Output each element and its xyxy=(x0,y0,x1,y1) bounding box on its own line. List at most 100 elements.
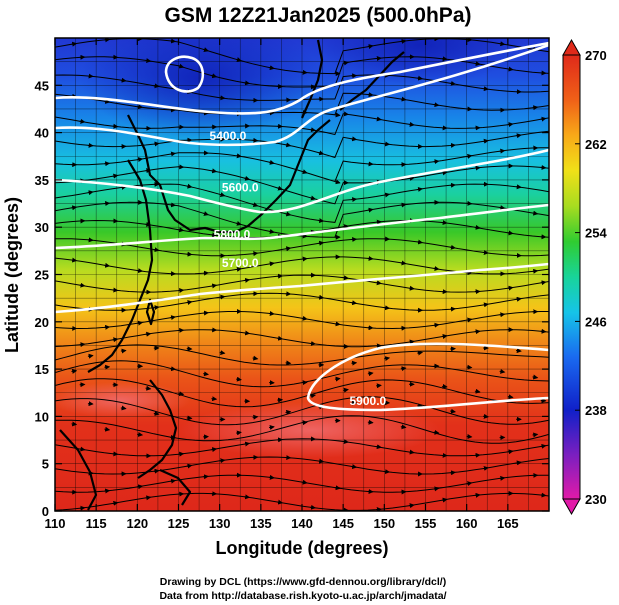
wind-arrow xyxy=(540,443,547,449)
y-tick-label: 10 xyxy=(35,409,49,424)
wind-arrow xyxy=(417,403,424,409)
wind-arrow xyxy=(400,202,407,208)
wind-arrow xyxy=(285,246,292,252)
credit-data: Data from http://database.rish.kyoto-u.a… xyxy=(159,590,446,602)
wind-arrow xyxy=(268,261,275,267)
wind-arrow xyxy=(120,405,127,411)
wind-arrow xyxy=(252,202,259,208)
wind-arrow xyxy=(466,317,473,323)
wind-arrow xyxy=(285,409,292,415)
wind-arrow xyxy=(87,190,94,196)
wind-arrow xyxy=(310,504,316,510)
wind-arrow xyxy=(351,197,358,203)
contour-5600 xyxy=(55,148,549,214)
wind-arrow xyxy=(137,320,144,326)
wind-arrow xyxy=(71,368,78,374)
wind-arrow xyxy=(334,112,341,118)
wind-arrow xyxy=(466,481,473,487)
wind-arrow xyxy=(474,329,481,335)
wind-arrow xyxy=(310,127,316,133)
x-tick-label: 155 xyxy=(415,516,437,531)
wind-arrow xyxy=(450,244,456,250)
wind-arrow xyxy=(441,220,448,226)
contour-label: 5400.0 xyxy=(210,129,247,143)
wind-arrow xyxy=(400,38,407,44)
wind-arrow xyxy=(499,205,506,211)
wind-arrow xyxy=(540,116,547,122)
coastlines xyxy=(59,39,405,511)
wind-arrow xyxy=(318,294,325,300)
wind-arrow xyxy=(318,218,325,224)
wind-arrow xyxy=(277,499,284,505)
streamline xyxy=(55,238,549,257)
wind-arrow xyxy=(408,175,415,181)
wind-arrow xyxy=(112,337,119,343)
wind-arrow xyxy=(343,60,349,66)
wind-arrow xyxy=(507,122,514,128)
wind-arrow xyxy=(71,205,78,211)
wind-arrow xyxy=(112,173,119,179)
wind-arrow xyxy=(244,175,251,181)
wind-arrow xyxy=(367,44,374,49)
wind-arrow xyxy=(441,56,448,62)
wind-arrow xyxy=(104,426,111,432)
wind-arrow xyxy=(153,411,160,416)
streamline xyxy=(55,456,549,475)
wind-arrow xyxy=(170,366,177,372)
wind-arrow xyxy=(104,98,111,104)
wind-arrow xyxy=(79,505,86,511)
wind-arrow xyxy=(384,141,391,147)
contour-cold-low xyxy=(164,55,205,93)
wind-arrow xyxy=(112,500,119,506)
warm-spot xyxy=(180,402,440,458)
contour-5900 xyxy=(306,342,549,412)
wind-arrow xyxy=(268,65,275,71)
wind-arrow xyxy=(112,287,119,293)
coastline-kamchatka-sakhalin xyxy=(300,39,324,119)
wind-arrow xyxy=(343,275,349,281)
wind-arrow xyxy=(219,458,226,464)
streamline xyxy=(55,378,549,408)
wind-arrow xyxy=(153,141,160,147)
wind-arrow xyxy=(277,185,284,191)
wind-arrow xyxy=(269,311,275,317)
wind-arrow xyxy=(137,104,144,110)
credit-drawing: Drawing by DCL (https://www.gfd-dennou.o… xyxy=(160,576,446,588)
colorbar-tick-label: 270 xyxy=(585,48,607,63)
wind-arrow xyxy=(71,41,78,47)
wind-arrow xyxy=(277,335,284,341)
wind-arrow xyxy=(540,328,547,334)
wind-arrow xyxy=(408,121,415,127)
wind-arrow xyxy=(516,348,522,354)
x-tick-label: 110 xyxy=(45,516,66,531)
wind-arrow xyxy=(376,280,382,286)
wind-arrow xyxy=(343,111,349,117)
wind-arrow xyxy=(178,451,185,457)
colorbar-top-arrow xyxy=(562,38,581,56)
wind-arrow xyxy=(450,80,456,86)
wind-arrow xyxy=(186,183,193,189)
wind-arrow xyxy=(310,195,316,201)
wind-arrow xyxy=(301,169,308,175)
wind-arrow xyxy=(219,192,226,197)
wind-arrow xyxy=(441,170,448,176)
wind-arrow xyxy=(170,315,177,321)
wind-arrow xyxy=(507,230,514,236)
wind-arrow xyxy=(384,356,391,362)
wind-arrow xyxy=(376,444,382,450)
contour-labels: 5400.0 5600.0 5800.0 5700.0 5900.0 xyxy=(210,129,387,408)
colorbar: 230 238 246 254 262 270 xyxy=(562,38,607,516)
wind-arrow xyxy=(236,376,242,382)
colorbar-tick-label: 262 xyxy=(585,137,607,152)
colorbar-tick-label: 254 xyxy=(585,226,607,241)
wind-arrow xyxy=(483,465,489,471)
wind-arrow xyxy=(433,159,440,165)
coastline-taiwan xyxy=(145,298,156,326)
wind-arrow xyxy=(244,330,251,336)
wind-arrow xyxy=(474,224,481,230)
y-axis-title: Latitude (degrees) xyxy=(2,197,22,353)
wind-arrow xyxy=(285,360,292,366)
chart-title: GSM 12Z21Jan2025 (500.0hPa) xyxy=(164,4,471,27)
x-tick-label: 140 xyxy=(291,516,313,531)
wind-arrow xyxy=(219,350,226,356)
